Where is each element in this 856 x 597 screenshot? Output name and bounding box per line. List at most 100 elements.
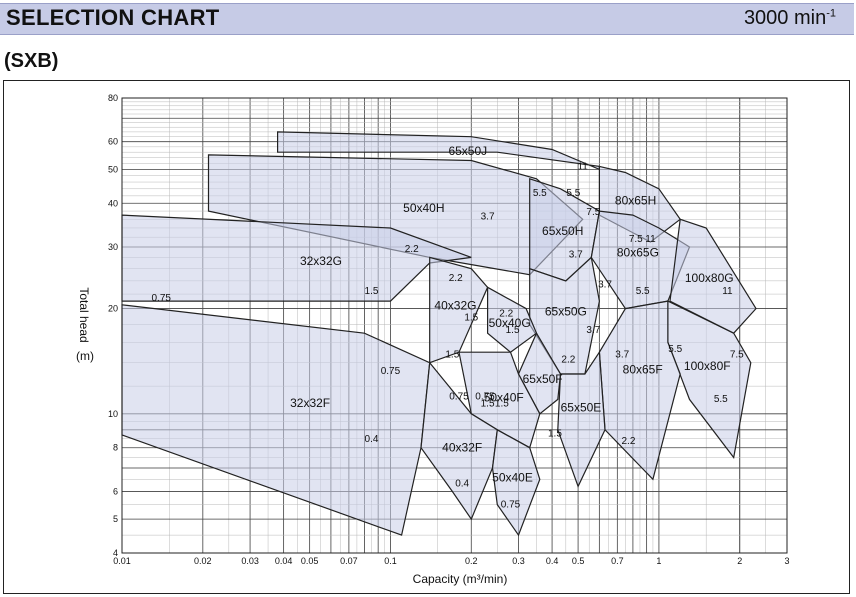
region-label-80x65F: 80x65F [623,363,663,377]
region-label-40x32G: 40x32G [434,299,476,313]
y-tick-label: 20 [108,304,118,314]
region-label-65x50J: 65x50J [448,144,487,158]
x-tick-label: 0.03 [241,556,259,566]
motor-kw-label: 1.5 [495,398,509,409]
x-tick-label: 0.3 [512,556,525,566]
y-tick-label: 40 [108,198,118,208]
motor-kw-label: 5.5 [636,286,650,297]
motor-kw-label: 3.7 [586,325,600,336]
motor-kw-label: 3.7 [481,211,495,222]
y-tick-label: 10 [108,409,118,419]
region-label-100x80G: 100x80G [685,271,734,285]
y-tick-label: 50 [108,164,118,174]
region-label-80x65H: 80x65H [615,194,656,208]
x-tick-label: 0.05 [301,556,319,566]
region-40x32F [420,361,498,521]
region-65x50E [557,350,606,488]
region-50x40E [491,428,541,537]
series-name: (SXB) [4,50,59,72]
region-label-50x40H: 50x40H [403,201,444,215]
region-32x32F [121,304,431,536]
speed-value: 3000 min [743,7,827,29]
region-100x80G [669,218,757,334]
region-label-65x50G: 65x50G [545,305,587,319]
motor-kw-label: 5.5 [714,394,728,405]
y-tick-label: 8 [113,443,118,453]
region-label-65x50H: 65x50H [542,224,583,238]
x-axis-label: Capacity (m³/min) [413,572,508,586]
x-tick-label: 2 [737,556,742,566]
axis-ticks: 0.01 0.02 0.03 0.04 0.05 0.07 0.1 0.2 0.3 0.4 0.5 0… [108,93,790,566]
motor-kw-label: 3.7 [615,349,629,360]
motor-kw-label: 1.5 [548,429,562,440]
motor-kw-label: 2.2 [449,273,463,284]
motor-kw-label: 2.2 [499,308,513,319]
motor-kw-label: 11 [577,161,588,172]
region-label-50x40G: 50x40G [489,316,531,330]
x-tick-label: 0.7 [611,556,624,566]
x-tick-label: 0.4 [546,556,559,566]
motor-kw-label: 0.4 [455,478,469,489]
motor-kw-label: 5.5 [668,344,682,355]
motor-kw-label: 3.7 [569,249,583,260]
x-tick-label: 0.01 [113,556,131,566]
region-label-32x32G: 32x32G [300,254,342,268]
chart-header: SELECTION CHART 3000 min-1 [0,3,854,35]
motor-kw-label: 1.5 [464,312,478,323]
speed-exponent: -1 [826,7,836,20]
y-tick-label: 30 [108,242,118,252]
region-65x50F [517,331,562,415]
region-label-50x40F: 50x40F [484,391,524,405]
y-tick-label: 4 [113,548,118,558]
motor-kw-label: 11 [722,286,733,297]
y-tick-label: 80 [108,93,118,103]
motor-kw-label: 7.5 [586,207,600,218]
motor-kw-label: 2.2 [405,244,419,255]
motor-kw-label: 1.5 [506,325,520,336]
y-tick-label: 6 [113,486,118,496]
region-40x32G [429,256,489,364]
x-tick-label: 0.1 [384,556,397,566]
region-80x65F [598,300,681,481]
y-axis-label: Total head [77,287,91,342]
motor-kw-label: 5.5 [533,188,547,199]
motor-kw-label: 2.2 [561,355,575,366]
x-tick-label: 3 [784,556,789,566]
motor-kw-label: 1.5 [365,286,379,297]
motor-kw-label: 0.75 [449,391,469,402]
region-label-80x65G: 80x65G [617,246,659,260]
y-tick-label: 5 [113,514,118,524]
x-tick-label: 1 [656,556,661,566]
chart-frame [3,80,850,594]
motor-kw-label: 2.2 [621,436,635,447]
rotation-speed: 3000 min-1 [744,7,836,30]
motor-kw-label: 0.75 [475,391,495,402]
motor-kw-label: 0.4 [365,434,379,445]
page-title: SELECTION CHART [6,5,220,30]
motor-kw-label: 7.5 [730,349,744,360]
motor-kw-label: 1.5 [481,398,495,409]
x-tick-label: 0.2 [465,556,478,566]
region-50x40G [487,286,538,353]
region-label-65x50F: 65x50F [523,372,563,386]
motor-kw-label: 5.5 [566,188,580,199]
x-tick-label: 0.02 [194,556,212,566]
motor-kw-labels: 115.53.75.57.53.72.21.50.750.750.42.21.5… [151,161,744,510]
x-tick-label: 0.5 [572,556,585,566]
y-tick-label: 60 [108,137,118,147]
region-label-65x50E: 65x50E [561,401,602,415]
region-label-40x32F: 40x32F [442,441,482,455]
region-label-100x80F: 100x80F [684,359,731,373]
x-tick-label: 0.07 [340,556,358,566]
y-axis-unit: (m) [76,349,94,363]
region-label-50x40E: 50x40E [492,470,533,484]
motor-kw-label: 11 [645,234,656,245]
motor-kw-label: 7.5 [629,234,643,245]
region-label-32x32F: 32x32F [290,396,330,410]
motor-kw-label: 0.75 [381,366,401,377]
region-labels: 65x50J 50x40H 32x32G 65x50H 80x65H 80x65G 65x5… [290,144,733,484]
motor-kw-label: 3.7 [598,279,612,290]
pump-regions [121,131,757,537]
motor-kw-label: 0.75 [501,499,521,510]
